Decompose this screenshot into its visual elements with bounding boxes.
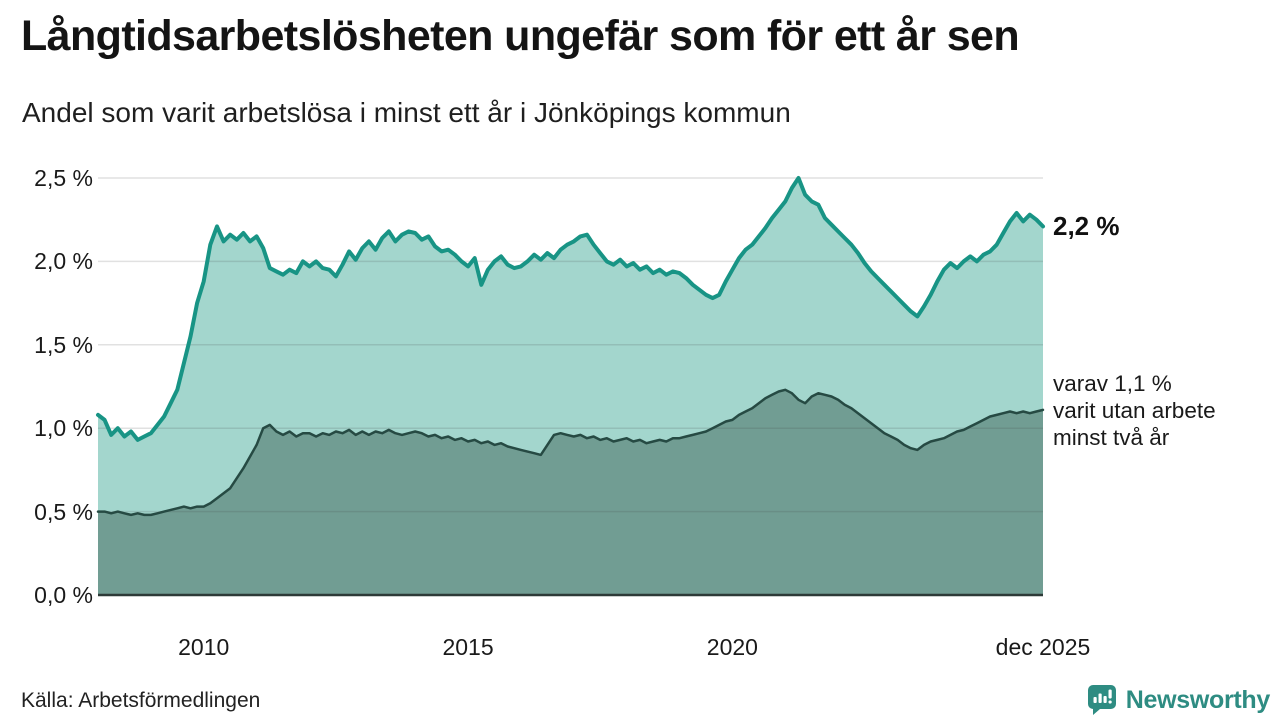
x-axis-label: 2010 [178,634,230,660]
source-caption: Källa: Arbetsförmedlingen [21,689,261,712]
y-axis-label: 1,0 % [34,415,93,442]
y-axis-label: 1,5 % [34,331,93,358]
annotation-line: varit utan arbete [1053,397,1216,423]
newsworthy-bubble-icon [1087,685,1116,715]
area-utan-arbete-minst-tva-ar [98,389,1043,595]
x-axis-label: 2015 [442,634,494,660]
x-axis-label: 2020 [706,634,758,660]
line-arbetslosa-minst-ett-ar [96,176,1045,442]
latest-value-label: 2,2 % [1053,211,1120,242]
y-axis-label: 0,5 % [34,498,93,525]
line-utan-arbete-minst-tva-ar [96,388,1045,517]
secondary-series-annotation: varav 1,1 % varit utan arbete minst två … [1053,370,1216,451]
newsworthy-logo-text: Newsworthy [1125,685,1271,714]
page-title: Långtidsarbetslösheten ungefär som för e… [21,12,1020,60]
x-axis-label: dec 2025 [995,634,1091,660]
chart-subtitle: Andel som varit arbetslösa i minst ett å… [22,97,791,128]
y-axis-label: 2,0 % [34,248,93,275]
annotation-line: minst två år [1053,424,1170,450]
newsworthy-logo: Newsworthy [1086,684,1270,716]
annotation-line: varav 1,1 % [1053,370,1172,396]
y-axis-label: 2,5 % [34,165,93,191]
y-axis-label: 0,0 % [34,582,93,608]
